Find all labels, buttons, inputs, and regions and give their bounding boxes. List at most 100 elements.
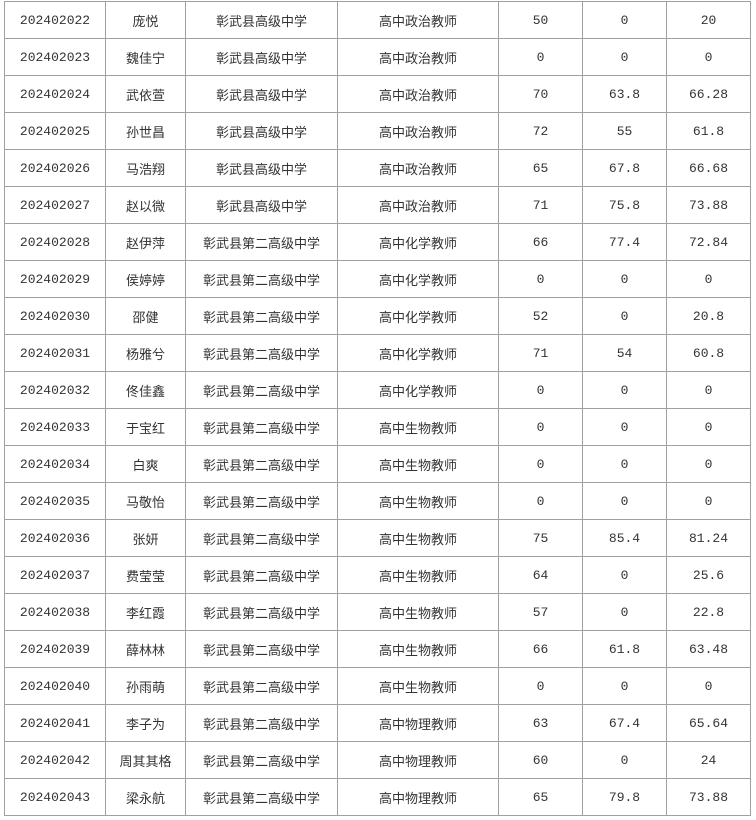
school-cell: 彰武县高级中学: [185, 186, 338, 224]
table-row: 202402025 孙世昌 彰武县高级中学 高中政治教师 72 55 61.8: [4, 112, 751, 150]
table-row: 202402023 魏佳宁 彰武县高级中学 高中政治教师 0 0 0: [4, 38, 751, 76]
position-cell: 高中化学教师: [337, 297, 499, 335]
table-row: 202402039 薛林林 彰武县第二高级中学 高中生物教师 66 61.8 63.48: [4, 630, 751, 668]
school-cell: 彰武县第二高级中学: [185, 704, 338, 742]
interview-score-cell: 77.4: [582, 223, 667, 261]
exam-id-cell: 202402038: [4, 593, 106, 631]
table-row: 202402032 佟佳鑫 彰武县第二高级中学 高中化学教师 0 0 0: [4, 371, 751, 409]
interview-score-cell: 0: [582, 482, 667, 520]
position-cell: 高中物理教师: [337, 704, 499, 742]
exam-id-cell: 202402035: [4, 482, 106, 520]
name-cell: 李子为: [105, 704, 186, 742]
written-score-cell: 65: [498, 149, 583, 187]
school-cell: 彰武县第二高级中学: [185, 297, 338, 335]
interview-score-cell: 54: [582, 334, 667, 372]
table-row: 202402035 马敬怡 彰武县第二高级中学 高中生物教师 0 0 0: [4, 482, 751, 520]
written-score-cell: 0: [498, 482, 583, 520]
name-cell: 梁永航: [105, 778, 186, 816]
interview-score-cell: 67.8: [582, 149, 667, 187]
position-cell: 高中生物教师: [337, 667, 499, 705]
written-score-cell: 71: [498, 334, 583, 372]
exam-id-cell: 202402023: [4, 38, 106, 76]
table-row: 202402031 杨雅兮 彰武县第二高级中学 高中化学教师 71 54 60.8: [4, 334, 751, 372]
interview-score-cell: 67.4: [582, 704, 667, 742]
school-cell: 彰武县第二高级中学: [185, 556, 338, 594]
total-score-cell: 63.48: [666, 630, 751, 668]
total-score-cell: 20.8: [666, 297, 751, 335]
interview-score-cell: 0: [582, 260, 667, 298]
table-row: 202402029 侯婷婷 彰武县第二高级中学 高中化学教师 0 0 0: [4, 260, 751, 298]
exam-id-cell: 202402022: [4, 1, 106, 39]
school-cell: 彰武县高级中学: [185, 149, 338, 187]
name-cell: 李红霞: [105, 593, 186, 631]
name-cell: 于宝红: [105, 408, 186, 446]
table-row: 202402027 赵以微 彰武县高级中学 高中政治教师 71 75.8 73.88: [4, 186, 751, 224]
total-score-cell: 61.8: [666, 112, 751, 150]
written-score-cell: 71: [498, 186, 583, 224]
interview-score-cell: 61.8: [582, 630, 667, 668]
total-score-cell: 66.68: [666, 149, 751, 187]
table-row: 202402033 于宝红 彰武县第二高级中学 高中生物教师 0 0 0: [4, 408, 751, 446]
position-cell: 高中物理教师: [337, 741, 499, 779]
exam-id-cell: 202402027: [4, 186, 106, 224]
name-cell: 庞悦: [105, 1, 186, 39]
position-cell: 高中政治教师: [337, 112, 499, 150]
written-score-cell: 0: [498, 38, 583, 76]
interview-score-cell: 0: [582, 408, 667, 446]
interview-score-cell: 0: [582, 556, 667, 594]
table-row: 202402024 武依萱 彰武县高级中学 高中政治教师 70 63.8 66.28: [4, 75, 751, 113]
table-row: 202402028 赵伊萍 彰武县第二高级中学 高中化学教师 66 77.4 72.84: [4, 223, 751, 261]
name-cell: 杨雅兮: [105, 334, 186, 372]
name-cell: 邵健: [105, 297, 186, 335]
exam-id-cell: 202402034: [4, 445, 106, 483]
position-cell: 高中政治教师: [337, 75, 499, 113]
exam-id-cell: 202402036: [4, 519, 106, 557]
written-score-cell: 60: [498, 741, 583, 779]
written-score-cell: 72: [498, 112, 583, 150]
exam-id-cell: 202402042: [4, 741, 106, 779]
written-score-cell: 57: [498, 593, 583, 631]
written-score-cell: 0: [498, 667, 583, 705]
interview-score-cell: 0: [582, 445, 667, 483]
table-row: 202402038 李红霞 彰武县第二高级中学 高中生物教师 57 0 22.8: [4, 593, 751, 631]
written-score-cell: 0: [498, 445, 583, 483]
written-score-cell: 0: [498, 260, 583, 298]
position-cell: 高中物理教师: [337, 778, 499, 816]
position-cell: 高中政治教师: [337, 1, 499, 39]
school-cell: 彰武县高级中学: [185, 1, 338, 39]
written-score-cell: 0: [498, 408, 583, 446]
position-cell: 高中化学教师: [337, 223, 499, 261]
position-cell: 高中生物教师: [337, 630, 499, 668]
school-cell: 彰武县第二高级中学: [185, 778, 338, 816]
total-score-cell: 0: [666, 260, 751, 298]
name-cell: 孙雨萌: [105, 667, 186, 705]
table-row: 202402036 张妍 彰武县第二高级中学 高中生物教师 75 85.4 81.24: [4, 519, 751, 557]
name-cell: 白爽: [105, 445, 186, 483]
position-cell: 高中生物教师: [337, 408, 499, 446]
interview-score-cell: 0: [582, 593, 667, 631]
exam-id-cell: 202402039: [4, 630, 106, 668]
interview-score-cell: 79.8: [582, 778, 667, 816]
position-cell: 高中化学教师: [337, 334, 499, 372]
interview-score-cell: 0: [582, 741, 667, 779]
interview-score-cell: 63.8: [582, 75, 667, 113]
table-row: 202402026 马浩翔 彰武县高级中学 高中政治教师 65 67.8 66.68: [4, 149, 751, 187]
exam-id-cell: 202402024: [4, 75, 106, 113]
total-score-cell: 73.88: [666, 778, 751, 816]
position-cell: 高中生物教师: [337, 556, 499, 594]
position-cell: 高中生物教师: [337, 482, 499, 520]
school-cell: 彰武县高级中学: [185, 112, 338, 150]
school-cell: 彰武县高级中学: [185, 75, 338, 113]
total-score-cell: 0: [666, 445, 751, 483]
name-cell: 武依萱: [105, 75, 186, 113]
total-score-cell: 25.6: [666, 556, 751, 594]
school-cell: 彰武县第二高级中学: [185, 223, 338, 261]
written-score-cell: 63: [498, 704, 583, 742]
total-score-cell: 0: [666, 482, 751, 520]
position-cell: 高中政治教师: [337, 38, 499, 76]
school-cell: 彰武县第二高级中学: [185, 519, 338, 557]
written-score-cell: 65: [498, 778, 583, 816]
interview-score-cell: 0: [582, 297, 667, 335]
table-row: 202402034 白爽 彰武县第二高级中学 高中生物教师 0 0 0: [4, 445, 751, 483]
interview-score-cell: 0: [582, 1, 667, 39]
